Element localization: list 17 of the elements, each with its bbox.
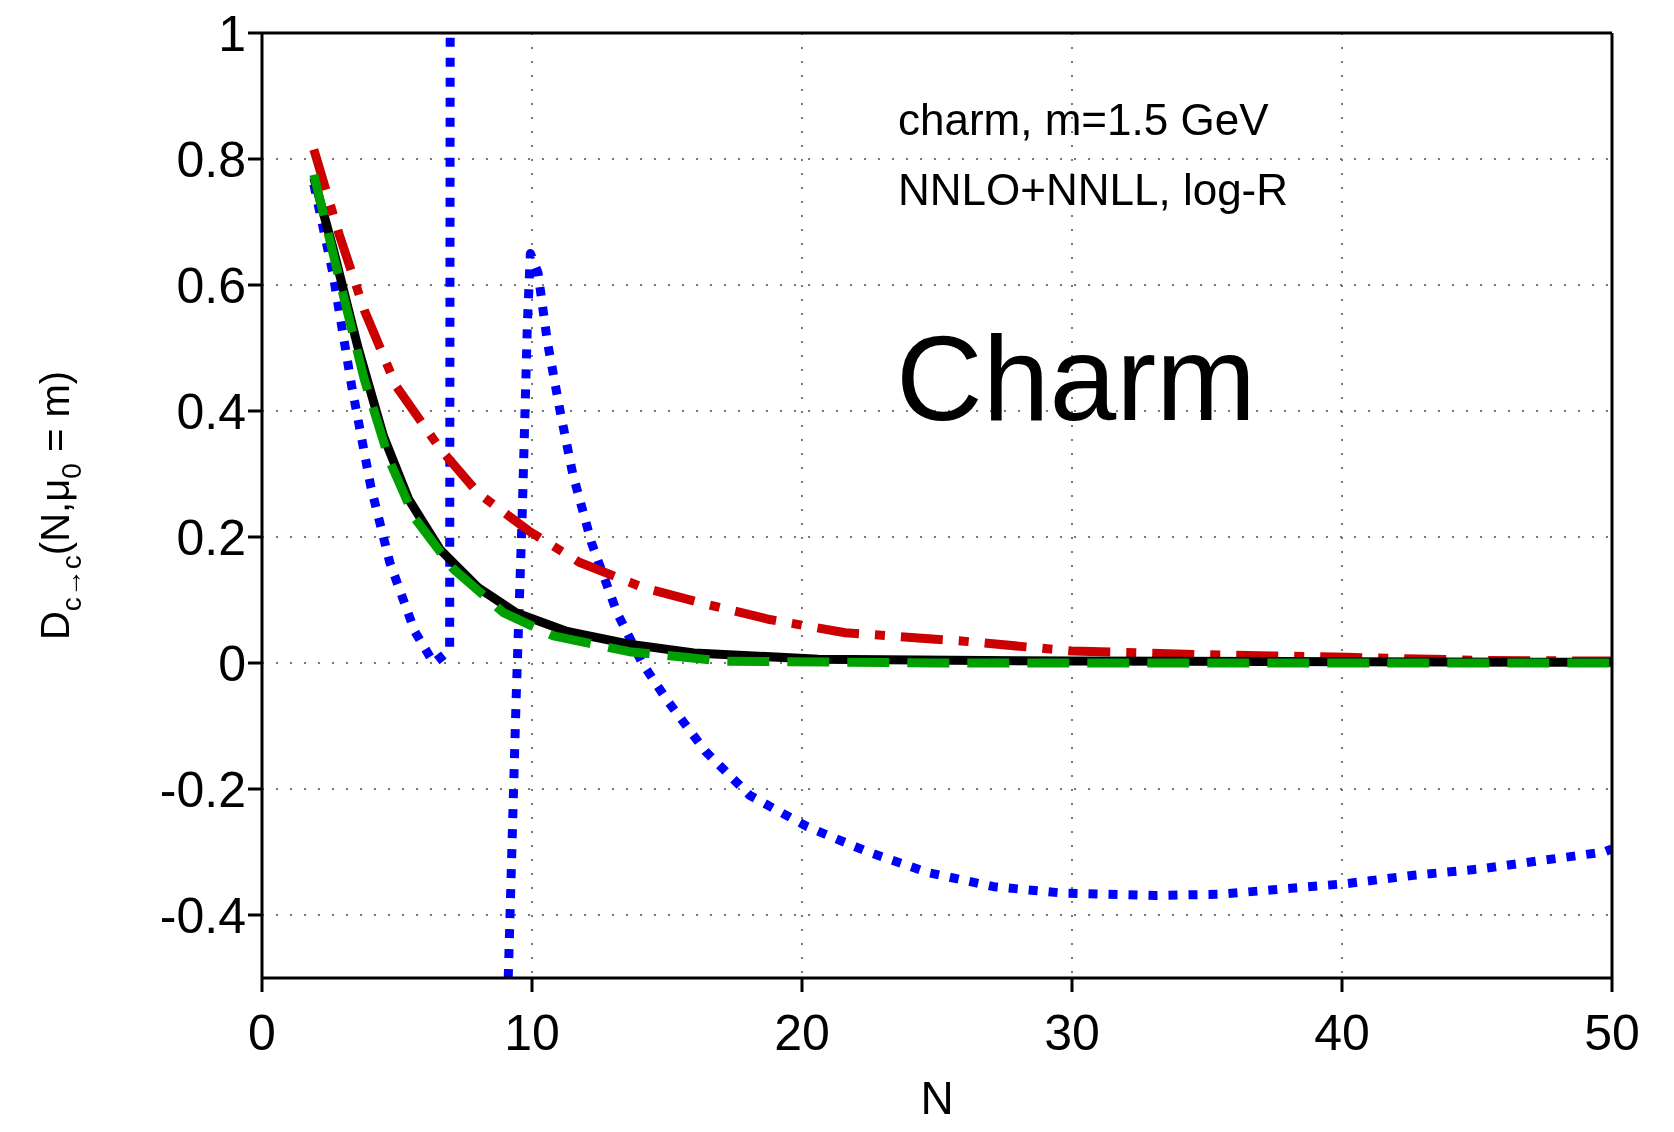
x-tick-label: 20 bbox=[774, 1004, 830, 1061]
annotation: Charm bbox=[896, 311, 1257, 445]
y-tick-label: -0.4 bbox=[159, 887, 246, 944]
y-tick-label: 0.8 bbox=[176, 131, 246, 188]
x-tick-label: 10 bbox=[504, 1004, 560, 1061]
y-tick-label: 0 bbox=[218, 635, 246, 692]
annotation: NNLO+NNLL, log-R bbox=[898, 165, 1289, 214]
x-tick-label: 50 bbox=[1584, 1004, 1640, 1061]
x-axis-title: N bbox=[920, 1072, 954, 1124]
annotation: charm, m=1.5 GeV bbox=[898, 95, 1269, 144]
y-tick-label: 0.4 bbox=[176, 383, 246, 440]
y-tick-label: 1 bbox=[218, 5, 246, 62]
x-tick-label: 40 bbox=[1314, 1004, 1370, 1061]
y-tick-label: 0.6 bbox=[176, 257, 246, 314]
x-tick-label: 30 bbox=[1044, 1004, 1100, 1061]
y-tick-label: 0.2 bbox=[176, 509, 246, 566]
y-tick-label: -0.2 bbox=[159, 761, 246, 818]
